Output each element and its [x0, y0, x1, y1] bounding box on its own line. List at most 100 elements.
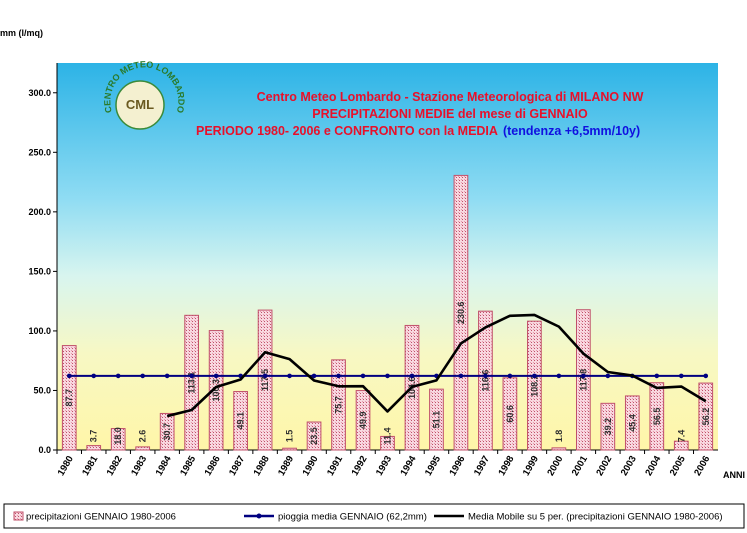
- data-label: 30.7: [162, 423, 172, 441]
- bar: [86, 445, 102, 451]
- data-label: 18.0: [113, 427, 123, 445]
- bar: [159, 412, 175, 451]
- legend-dot: [256, 513, 262, 519]
- data-label: 51.1: [431, 411, 441, 429]
- bar: [453, 174, 469, 451]
- series-dot: [164, 373, 170, 379]
- bar: [61, 345, 77, 451]
- bar: [478, 310, 493, 451]
- series-dot: [91, 373, 97, 379]
- x-tick-label: 2002: [594, 454, 614, 478]
- data-label: 49.1: [236, 412, 246, 430]
- bar: [184, 314, 200, 451]
- bar: [600, 402, 616, 451]
- series-dot: [311, 373, 317, 379]
- x-tick-label: 1996: [447, 454, 467, 478]
- y-axis-label: mm (l/mq): [0, 28, 43, 38]
- y-tick-label: 100.0: [28, 326, 51, 336]
- x-tick-label: 2005: [668, 453, 688, 477]
- bar: [110, 428, 126, 451]
- data-label: 49.9: [358, 412, 368, 430]
- data-label: 60.6: [505, 405, 515, 423]
- plot: 0.0 50.0 100.0 150.0 200.0 250.0 300.0 1980 1981…: [13, 88, 723, 523]
- data-label: 2.6: [138, 430, 148, 443]
- bar: [380, 435, 395, 451]
- x-tick-label: 2004: [643, 453, 663, 477]
- series-dot: [654, 373, 660, 379]
- logo-text: CML: [126, 97, 154, 112]
- series-dot: [213, 373, 219, 379]
- data-label: 11.4: [383, 427, 393, 444]
- series-dot: [262, 373, 268, 379]
- series-line: [166, 313, 707, 418]
- x-tick-label: 1989: [276, 454, 296, 478]
- legend-label: precipitazioni GENNAIO 1980-2006: [26, 512, 176, 523]
- data-label: 39.2: [603, 418, 613, 436]
- x-tick-label: 1987: [227, 454, 247, 478]
- bar: [208, 330, 224, 451]
- legend-label: pioggia media GENNAIO (62,2mm): [278, 512, 427, 523]
- bar: [527, 320, 542, 451]
- series-dot: [458, 373, 464, 379]
- y-tick-label: 200.0: [28, 207, 51, 217]
- x-tick-label: 1993: [374, 454, 394, 478]
- data-label: 3.7: [89, 430, 99, 443]
- plot-area: [57, 63, 718, 450]
- series-dot: [532, 373, 537, 379]
- title-note: (tendenza +6,5mm/10y): [503, 124, 640, 138]
- x-tick-label: 1995: [423, 453, 443, 477]
- data-label: 7.4: [676, 430, 686, 443]
- data-label: 75.7: [334, 396, 344, 414]
- series-dot: [581, 373, 586, 379]
- series-dot: [483, 373, 488, 379]
- data-label: 23.5: [309, 427, 319, 445]
- bar: [551, 447, 567, 451]
- bar: [649, 382, 665, 451]
- series-dot: [66, 373, 72, 379]
- x-tick-label: 1991: [325, 453, 345, 477]
- title-line: PERIODO 1980- 2006 e CONFRONTO con la ME…: [196, 124, 498, 138]
- data-label: 116.6: [480, 370, 490, 392]
- x-tick-label: 1992: [350, 454, 370, 478]
- x-tick-label: 2003: [619, 454, 639, 478]
- series-dot: [336, 373, 341, 379]
- data-label: 230.6: [456, 301, 466, 324]
- data-label: 100.3: [211, 379, 221, 402]
- y-tick-label: 50.0: [33, 385, 51, 395]
- x-tick-label: 1985: [178, 453, 198, 477]
- x-tick-label: 1998: [496, 454, 516, 478]
- series-dot: [115, 373, 121, 379]
- series-dot: [409, 373, 415, 379]
- x-tick-label: 1982: [105, 454, 125, 478]
- series-dot: [678, 373, 684, 379]
- y-tick-label: 250.0: [28, 147, 51, 157]
- y-tick-label: 300.0: [28, 88, 51, 98]
- legend-swatch: [13, 511, 24, 521]
- x-tick-label: 1984: [154, 453, 174, 477]
- bar: [429, 388, 444, 451]
- series-dot: [287, 373, 292, 379]
- series-dot: [385, 373, 390, 379]
- data-label: 108.2: [529, 374, 539, 397]
- data-label: 56.5: [652, 408, 662, 426]
- bar: [135, 446, 151, 451]
- legend-label: Media Mobile su 5 per. (precipitazioni G…: [468, 512, 723, 523]
- x-tick-label: 1997: [472, 454, 492, 478]
- x-axis-label: ANNI: [723, 470, 745, 480]
- data-label: 1.5: [285, 430, 295, 443]
- chart-title: PRECIPITAZIONI MEDIE del mese di GENNAIO: [312, 107, 588, 121]
- x-tick-label: 1988: [252, 454, 272, 478]
- y-tick-label: 0.0: [38, 445, 51, 455]
- data-label: 1.8: [554, 430, 564, 443]
- chart-title: Centro Meteo Lombardo - Stazione Meteoro…: [257, 90, 644, 104]
- data-label: 87.7: [64, 389, 74, 407]
- x-tick-label: 1981: [80, 453, 100, 477]
- x-tick-label: 1980: [56, 454, 76, 478]
- x-tick-label: 2000: [545, 454, 565, 478]
- legend-box: [3, 503, 745, 529]
- series-dot: [360, 373, 366, 379]
- series-dot: [507, 373, 513, 379]
- bar: [331, 359, 346, 451]
- bar: [282, 447, 297, 451]
